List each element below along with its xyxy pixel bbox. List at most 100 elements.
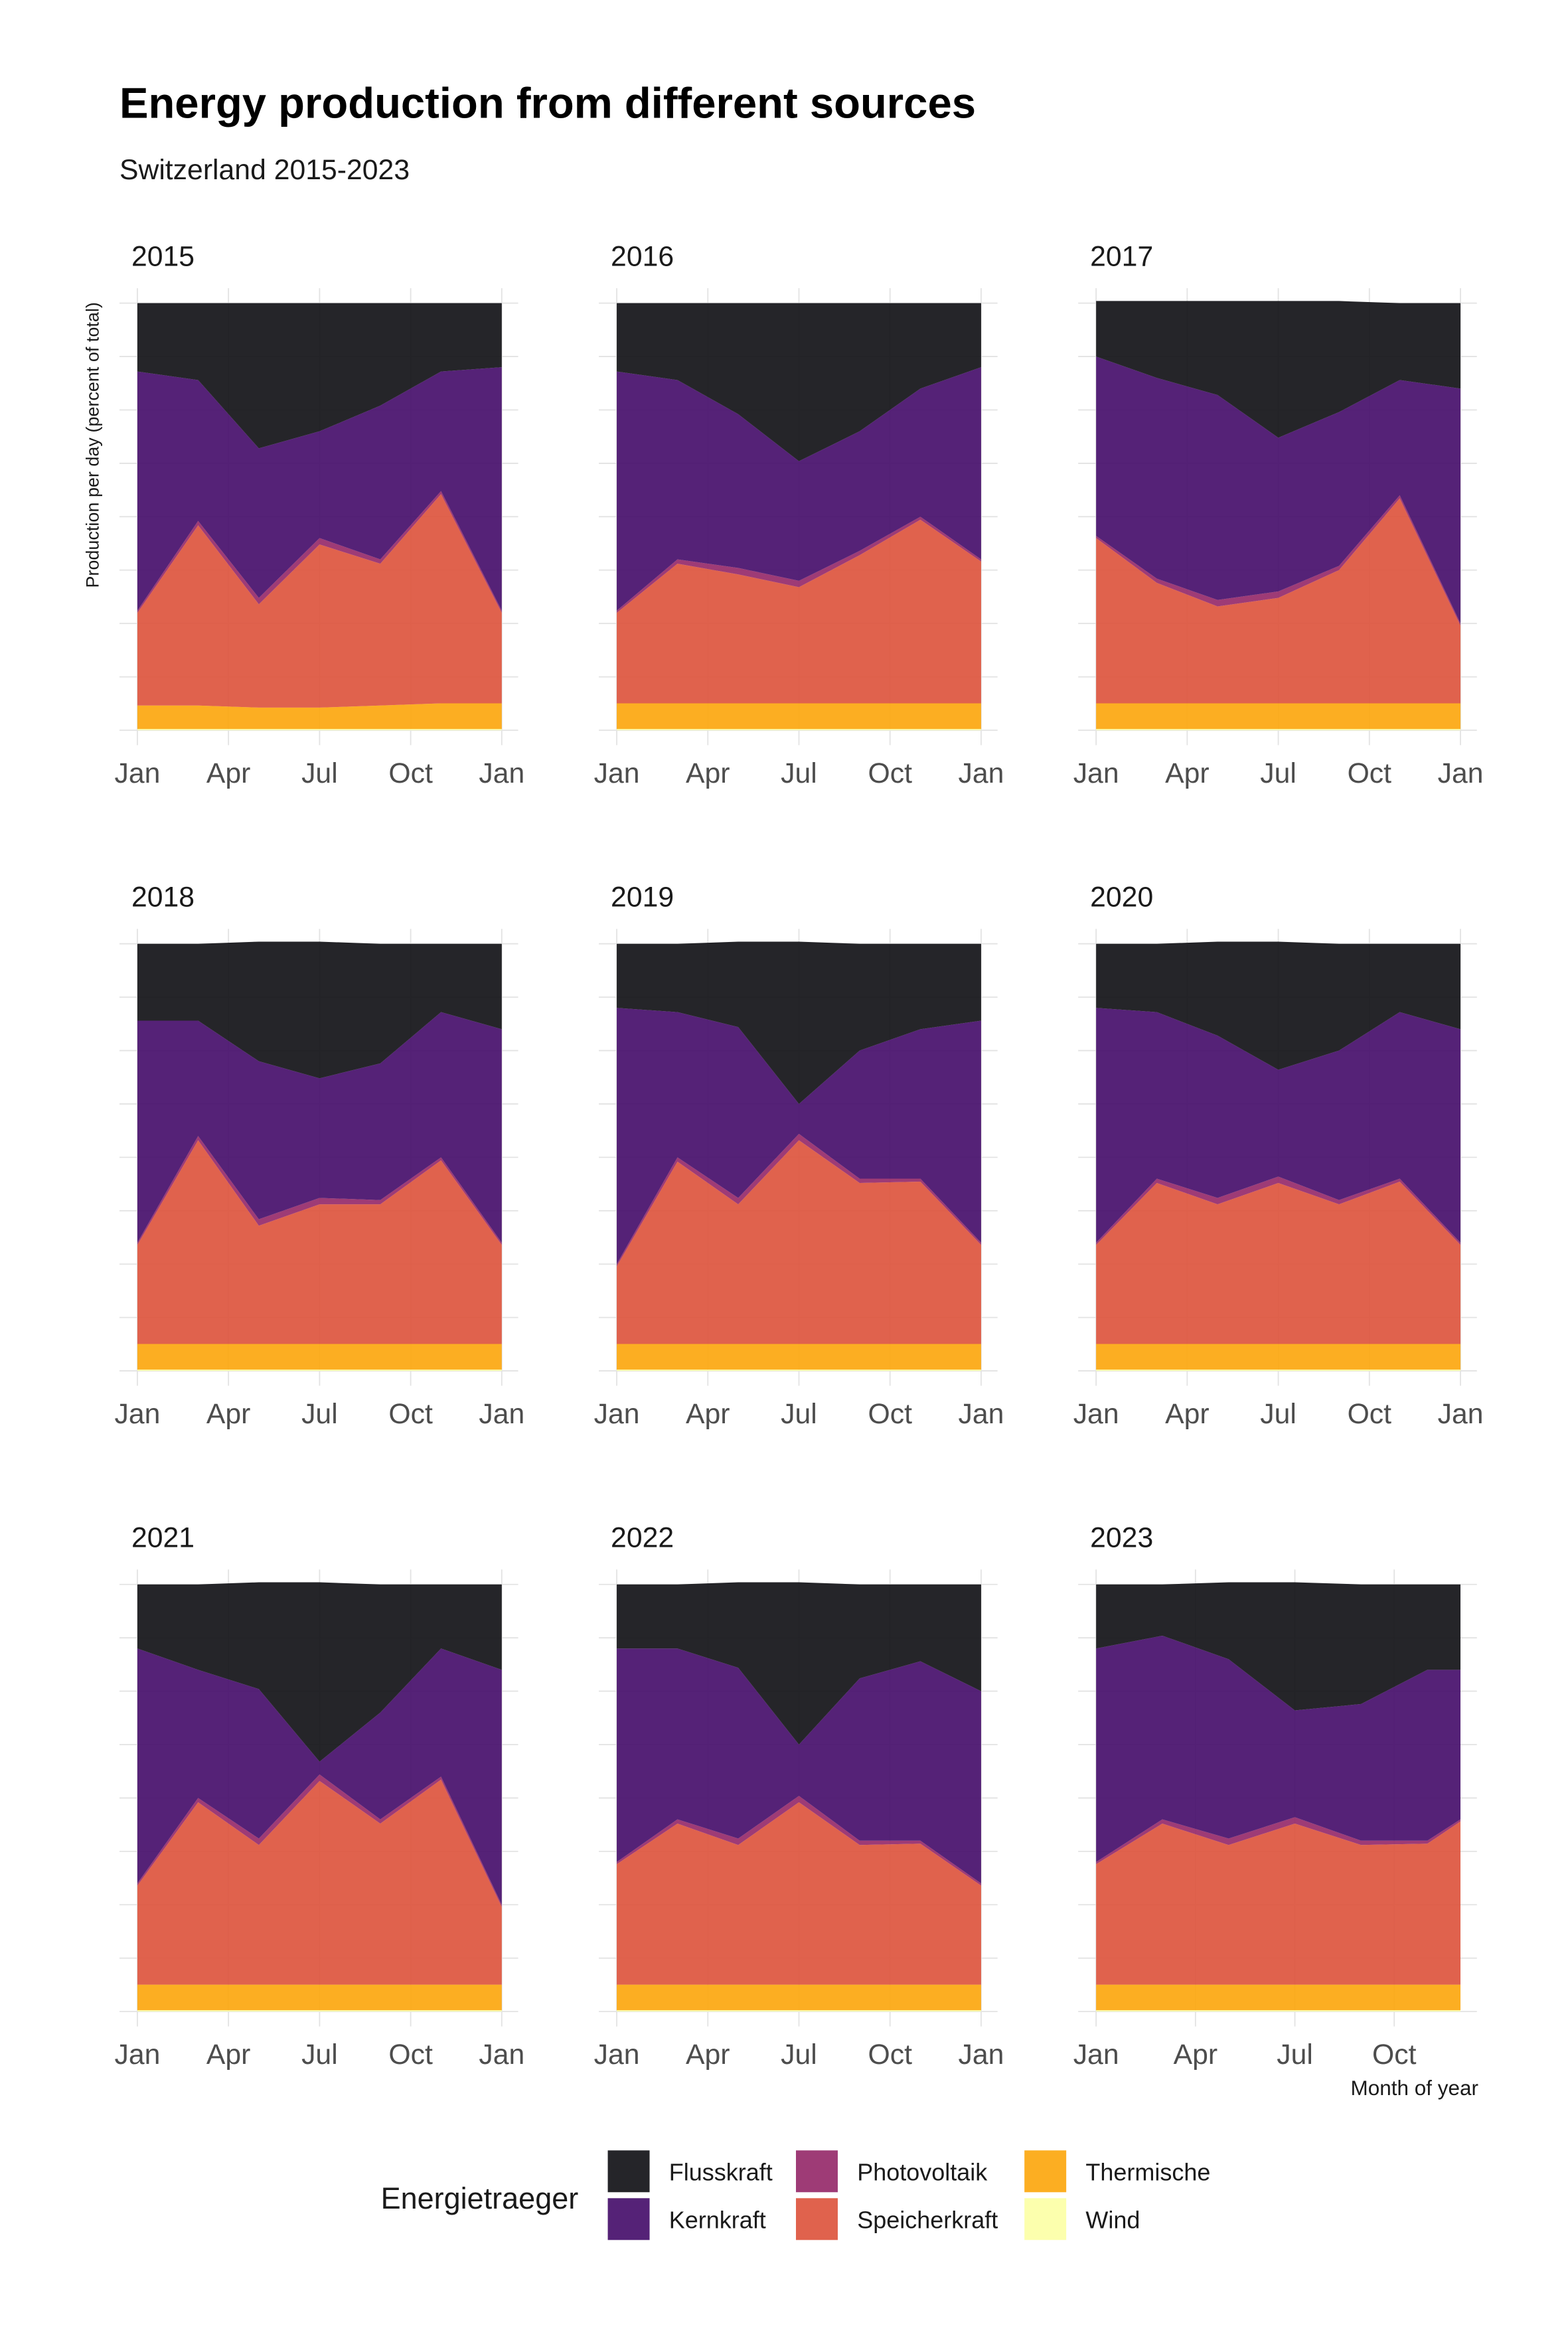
x-tick-label: Jan — [958, 1398, 1004, 1430]
area — [1096, 1182, 1461, 1344]
x-tick-label: Oct — [1348, 757, 1392, 789]
legend-swatch — [1024, 2150, 1067, 2193]
area — [137, 1779, 502, 1985]
x-tick-label: Jul — [781, 2039, 817, 2071]
panel: 2017 Jan Apr Jul Oct Jan — [1073, 240, 1484, 789]
area — [137, 1582, 502, 1762]
area — [617, 941, 981, 1104]
x-tick-label: Jan — [479, 2039, 524, 2071]
x-tick-label: Apr — [1174, 2039, 1218, 2071]
x-tick-label: Apr — [686, 1398, 730, 1430]
area — [137, 1370, 502, 1372]
area — [137, 941, 502, 1079]
panel-title: 2017 — [1090, 240, 1153, 272]
panel-title: 2020 — [1090, 881, 1153, 913]
area — [137, 1648, 502, 1905]
x-tick-label: Jul — [1260, 1398, 1296, 1430]
legend-swatch — [607, 2150, 650, 2193]
legend-swatch — [607, 2198, 650, 2240]
legend-label: Wind — [1085, 2206, 1140, 2233]
y-axis-label: Production per day (percent of total) — [82, 302, 102, 588]
panel: 2018 Jan Apr Jul Oct Jan — [115, 881, 525, 1429]
x-tick-label: Jan — [1073, 757, 1119, 789]
x-tick-label: Jul — [301, 757, 338, 789]
x-tick-label: Jan — [115, 2039, 161, 2071]
x-tick-label: Oct — [868, 1398, 912, 1430]
panel-title: 2019 — [611, 881, 674, 913]
area — [1096, 495, 1461, 626]
x-tick-label: Oct — [868, 2039, 912, 2071]
legend-label: Kernkraft — [669, 2206, 766, 2233]
chart-title: Energy production from different sources — [119, 79, 976, 127]
x-tick-label: Jan — [1438, 757, 1484, 789]
panel: 2019 Jan Apr Jul Oct Jan — [594, 881, 1004, 1429]
area — [1096, 729, 1461, 731]
x-tick-label: Jan — [479, 757, 524, 789]
area — [1096, 356, 1461, 624]
panel: 2020 Jan Apr Jul Oct Jan — [1073, 881, 1484, 1429]
area — [617, 1984, 981, 2011]
area — [617, 1648, 981, 1884]
legend-title: Energietraeger — [381, 2181, 579, 2215]
panel: 2023 Jan Apr Jul Oct — [1073, 1522, 1477, 2071]
area — [617, 303, 981, 461]
panel-title: 2023 — [1090, 1522, 1153, 1554]
x-tick-label: Apr — [206, 1398, 251, 1430]
area — [1096, 1008, 1461, 1243]
x-tick-label: Jul — [1260, 757, 1296, 789]
area — [1096, 941, 1461, 1070]
x-tick-label: Apr — [206, 757, 251, 789]
panel-title: 2021 — [131, 1522, 195, 1554]
area — [137, 1012, 502, 1243]
area — [1096, 1821, 1461, 1985]
area — [617, 1370, 981, 1372]
x-tick-label: Jan — [1073, 1398, 1119, 1430]
x-tick-label: Apr — [686, 757, 730, 789]
area — [137, 303, 502, 449]
x-tick-label: Apr — [206, 2039, 251, 2071]
area — [137, 367, 502, 611]
area — [137, 1344, 502, 1370]
x-tick-label: Jan — [594, 757, 640, 789]
area — [617, 729, 981, 731]
x-tick-label: Jul — [301, 1398, 338, 1430]
area — [617, 367, 981, 611]
x-tick-label: Oct — [388, 757, 433, 789]
area — [1096, 1984, 1461, 2011]
legend-label: Photovoltaik — [857, 2158, 988, 2185]
area — [137, 1984, 502, 2011]
area — [137, 729, 502, 731]
area — [1096, 301, 1461, 438]
legend-swatch — [795, 2198, 838, 2240]
x-tick-label: Jul — [781, 1398, 817, 1430]
area — [617, 703, 981, 730]
panel: 2016 Jan Apr Jul Oct Jan — [594, 240, 1004, 789]
x-tick-label: Jan — [958, 2039, 1004, 2071]
area — [617, 1802, 981, 1985]
x-tick-label: Jan — [958, 757, 1004, 789]
x-tick-label: Jan — [1438, 1398, 1484, 1430]
area — [1096, 703, 1461, 730]
area — [1096, 1370, 1461, 1372]
area — [1096, 1176, 1461, 1245]
x-tick-label: Jan — [1073, 2039, 1119, 2071]
x-tick-label: Jan — [479, 1398, 524, 1430]
x-tick-label: Jan — [594, 1398, 640, 1430]
legend-swatch — [1024, 2198, 1067, 2240]
x-axis-label: Month of year — [1351, 2076, 1479, 2100]
panel: 2015 Jan Apr Jul Oct Jan — [115, 240, 525, 789]
area — [1096, 1582, 1461, 1711]
panel-title: 2022 — [611, 1522, 674, 1554]
area — [617, 2010, 981, 2012]
panel: 2021 Jan Apr Jul Oct Jan — [115, 1522, 525, 2071]
area — [617, 1582, 981, 1745]
panel: 2022 Jan Apr Jul Oct Jan — [594, 1522, 1004, 2071]
legend-swatch — [795, 2150, 838, 2193]
legend: Flusskraft Kernkraft Photovoltaik Speicherk… — [607, 2150, 1210, 2240]
area — [617, 519, 981, 704]
area — [617, 1344, 981, 1370]
x-tick-label: Oct — [388, 2039, 433, 2071]
x-tick-label: Apr — [1165, 757, 1210, 789]
x-tick-label: Jul — [1277, 2039, 1313, 2071]
